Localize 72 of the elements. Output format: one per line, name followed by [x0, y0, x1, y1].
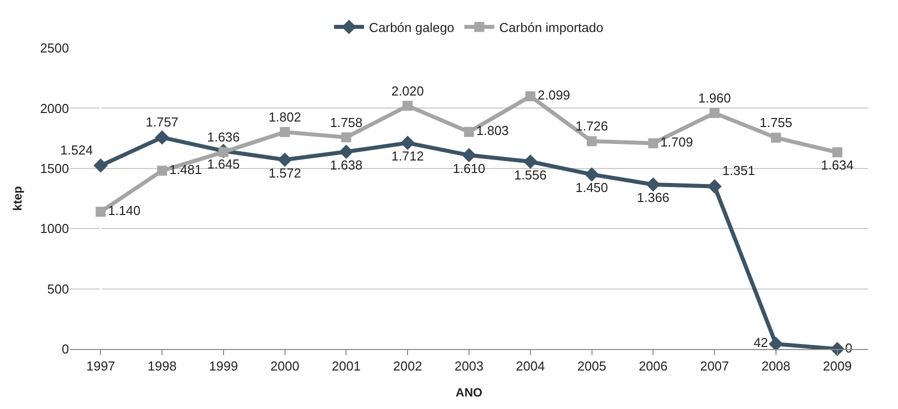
data-label: 1.757	[146, 114, 178, 130]
y-tick-label: 2000	[40, 100, 69, 116]
data-label: 1.758	[330, 114, 363, 130]
data-label: 1.351	[722, 163, 755, 178]
point	[584, 167, 599, 182]
data-label: 1.712	[391, 148, 424, 164]
y-tick-label: 2500	[40, 40, 69, 56]
data-label: 1.638	[330, 157, 363, 172]
point	[462, 148, 476, 162]
data-label: 1.450	[575, 180, 608, 196]
x-tick-label: 2004	[516, 358, 545, 374]
data-label: 42	[754, 335, 768, 350]
data-label: 1.481	[169, 162, 202, 177]
legend-label: Carbón galego	[369, 20, 454, 35]
point	[646, 177, 660, 192]
point	[280, 127, 290, 138]
x-tick-label: 2003	[454, 358, 484, 374]
point	[707, 179, 722, 194]
point	[768, 336, 784, 352]
point	[586, 136, 597, 146]
x-tick-label: 1998	[148, 358, 177, 374]
x-tick-label: 2009	[822, 358, 852, 374]
y-tick-label: 1500	[40, 160, 69, 176]
data-label: 1.645	[207, 156, 240, 172]
x-tick-label: 2007	[700, 358, 729, 374]
point	[341, 132, 352, 142]
x-tick-label: 1999	[209, 358, 238, 374]
data-label: 1.140	[108, 202, 140, 218]
y-tick-label: 0	[62, 342, 69, 357]
x-tick-label: 2001	[332, 358, 361, 374]
point	[523, 154, 538, 169]
data-label: 1.572	[268, 165, 302, 180]
y-tick-label: 1000	[40, 221, 69, 236]
x-tick-label: 2002	[393, 358, 422, 374]
point	[402, 100, 413, 111]
data-label: 1.524	[60, 142, 93, 158]
x-axis-title: ANO	[456, 386, 482, 400]
point	[218, 147, 228, 158]
point	[710, 108, 720, 118]
data-label: 2.020	[391, 83, 424, 98]
point	[157, 166, 168, 176]
data-label: 1.366	[636, 190, 670, 206]
data-label: 1.802	[268, 110, 302, 125]
data-label: 1.709	[660, 134, 693, 150]
point	[278, 152, 292, 167]
point	[464, 126, 474, 137]
legend-label: Carbón importado	[499, 20, 604, 35]
data-label: 1.803	[476, 123, 509, 138]
x-tick-label: 2000	[270, 358, 300, 374]
point	[154, 130, 170, 145]
data-label: 1.726	[575, 118, 608, 134]
point	[770, 132, 781, 143]
point	[832, 147, 842, 158]
point	[400, 136, 415, 150]
x-tick-label: 2006	[638, 358, 668, 374]
data-label: 1.960	[698, 90, 731, 106]
point	[94, 158, 108, 173]
y-axis-title: ktep	[10, 186, 24, 211]
point	[339, 144, 354, 159]
point	[96, 206, 106, 217]
data-label: 1.755	[760, 115, 792, 130]
y-tick-label: 500	[47, 281, 69, 296]
data-label: 1.634	[821, 157, 854, 172]
data-label: 1.610	[452, 160, 486, 176]
data-label: 1.636	[207, 130, 240, 145]
x-tick-label: 1997	[86, 358, 116, 374]
x-tick-label: 2008	[761, 358, 790, 374]
x-tick-label: 2005	[577, 358, 606, 374]
data-label: 2.099	[538, 88, 570, 103]
point	[525, 91, 536, 102]
data-label: 1.556	[514, 167, 547, 182]
point	[648, 138, 658, 148]
